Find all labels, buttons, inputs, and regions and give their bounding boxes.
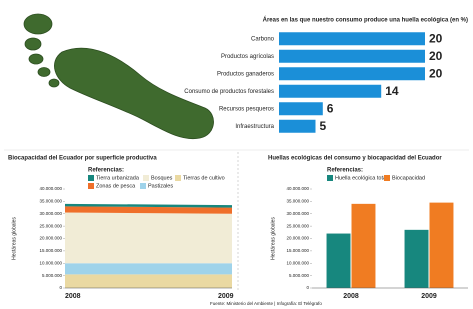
legend-label: Huella ecológica total — [335, 175, 387, 181]
y-tick-label: 40.000.000 — [39, 186, 62, 191]
toe — [49, 79, 59, 87]
legend-swatch — [140, 183, 146, 189]
toe — [29, 54, 43, 64]
chart-title: Áreas en las que nuestro consumo produce… — [263, 17, 468, 24]
legend-label: Biocapacidad — [392, 175, 425, 181]
legend-swatch — [384, 175, 390, 181]
bar — [279, 120, 316, 133]
toe — [38, 68, 50, 77]
legend-swatch — [175, 175, 181, 181]
y-axis-label: Hectáreas globales — [270, 217, 276, 260]
area — [65, 274, 232, 288]
y-tick-label: 30.000.000 — [39, 211, 62, 216]
bar — [405, 230, 429, 288]
category-label: Productos ganaderos — [217, 71, 274, 77]
toe — [24, 14, 52, 34]
category-label: Recursos pesqueros — [219, 106, 274, 112]
value-label: 6 — [327, 101, 334, 115]
y-tick-label: 20.000.000 — [39, 236, 62, 241]
legend-swatch — [88, 175, 94, 181]
x-tick-label: 2009 — [218, 293, 234, 300]
category-label: Consumo de productos forestales — [184, 89, 274, 95]
y-tick-label: 40.000.000 — [286, 186, 309, 191]
legend-title: Referencias: — [88, 168, 124, 174]
y-tick-label: 0 — [306, 285, 309, 290]
category-label: Infraestructura — [235, 124, 274, 130]
footprint — [24, 14, 214, 139]
y-axis-label: Hectáreas globales — [11, 217, 17, 260]
bar — [279, 67, 425, 80]
x-tick-label: 2008 — [343, 293, 359, 300]
value-label: 20 — [429, 31, 443, 45]
y-tick-label: 15.000.000 — [39, 248, 62, 253]
toe — [25, 38, 41, 50]
bar — [430, 203, 454, 288]
y-tick-label: 10.000.000 — [286, 260, 309, 265]
y-tick-label: 30.000.000 — [286, 211, 309, 216]
legend-swatch — [88, 183, 94, 189]
area — [65, 206, 232, 213]
y-tick-label: 35.000.000 — [39, 199, 62, 204]
y-tick-label: 0 — [59, 285, 62, 290]
bar — [279, 50, 425, 63]
value-label: 20 — [429, 49, 443, 63]
bar — [279, 85, 381, 98]
bar — [279, 102, 323, 115]
y-tick-label: 35.000.000 — [286, 199, 309, 204]
legend-label: Tierras de cultivo — [183, 175, 225, 181]
y-tick-label: 5.000.000 — [289, 273, 310, 278]
y-tick-label: 15.000.000 — [286, 248, 309, 253]
legend-label: Pastizales — [148, 183, 173, 189]
page: Fuente: Ministerio del Ambiente | Infogr… — [0, 0, 473, 309]
category-label: Carbono — [251, 36, 275, 42]
legend-swatch — [327, 175, 333, 181]
chart-title: Biocapacidad del Ecuador por superficie … — [8, 156, 157, 162]
chart-title: Huellas ecológicas del consumo y biocapa… — [268, 156, 442, 162]
x-tick-label: 2009 — [421, 293, 437, 300]
y-tick-label: 20.000.000 — [286, 236, 309, 241]
area — [65, 263, 232, 274]
legend-label: Tierra urbanizada — [96, 175, 140, 181]
legend-label: Zonas de pesca — [96, 183, 136, 189]
y-tick-label: 25.000.000 — [286, 223, 309, 228]
value-label: 5 — [320, 119, 327, 133]
legend-title: Referencias: — [327, 168, 363, 174]
infographic: Fuente: Ministerio del Ambiente | Infogr… — [0, 0, 473, 309]
legend-label: Bosques — [151, 175, 173, 181]
value-label: 14 — [385, 84, 399, 98]
legend-swatch — [143, 175, 149, 181]
bar — [327, 234, 351, 288]
bar — [279, 32, 425, 45]
value-label: 20 — [429, 66, 443, 80]
bar — [352, 204, 376, 288]
y-tick-label: 25.000.000 — [39, 223, 62, 228]
y-tick-label: 5.000.000 — [42, 273, 63, 278]
area — [65, 213, 232, 264]
y-tick-label: 10.000.000 — [39, 260, 62, 265]
category-label: Productos agrícolas — [221, 54, 274, 60]
source: Fuente: Ministerio del Ambiente | Infogr… — [210, 301, 322, 306]
x-tick-label: 2008 — [65, 293, 81, 300]
